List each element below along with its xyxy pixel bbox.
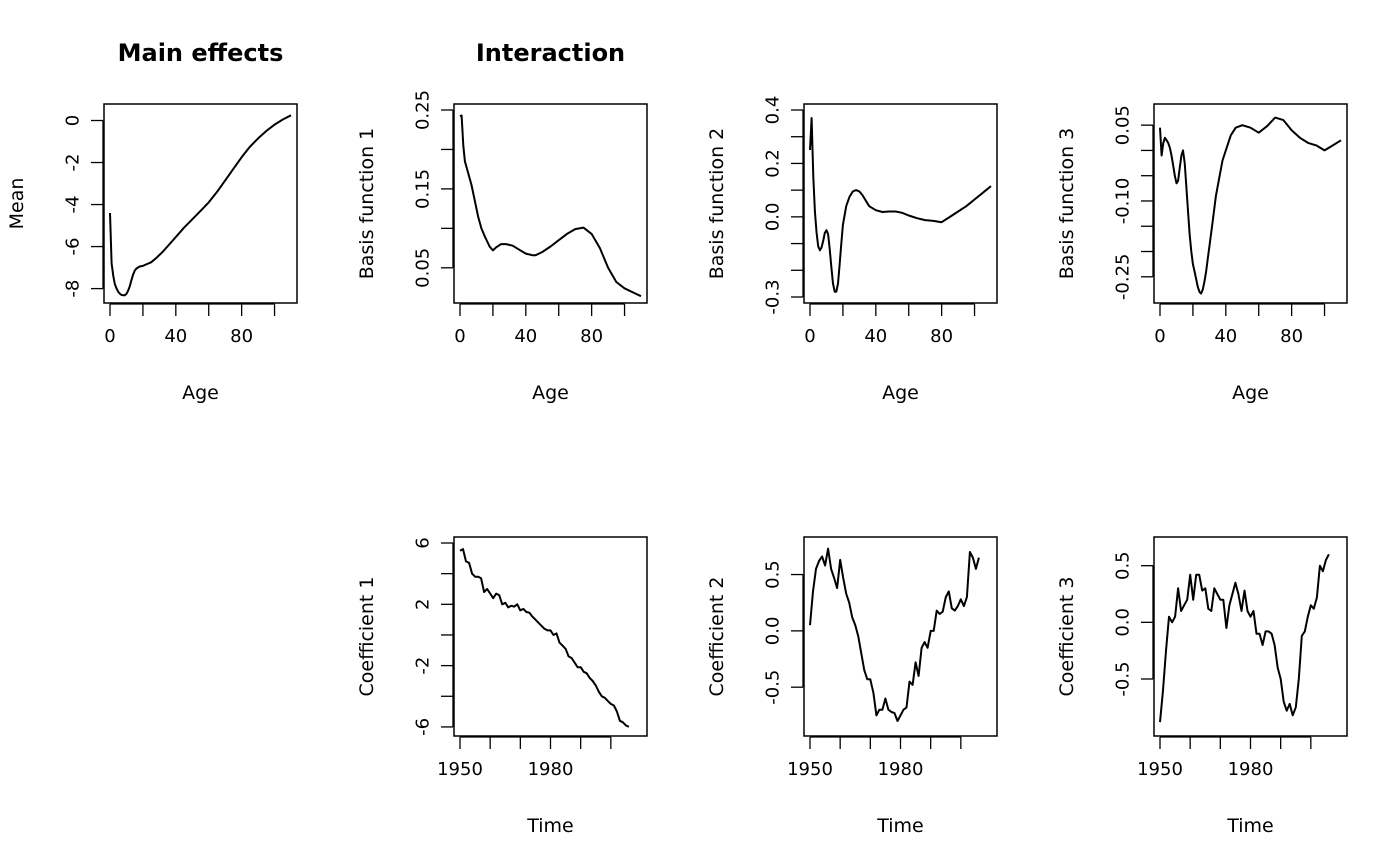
y-tick-label: -0.25 <box>1113 253 1134 300</box>
y-tick-label: -4 <box>63 196 84 214</box>
y-tick-label: 0.25 <box>413 90 434 130</box>
series-line <box>1159 553 1330 723</box>
y-axis: 0.25 0.15 0.05 <box>413 90 454 288</box>
series-line <box>1159 116 1342 295</box>
x-axis-label: Age <box>182 382 219 404</box>
y-axis-label: Mean <box>6 178 28 230</box>
y-tick-label: 0.05 <box>1113 105 1134 145</box>
series-line <box>809 547 980 722</box>
y-tick-label: 2 <box>413 599 434 610</box>
y-axis-label: Coefficient 3 <box>1056 577 1078 697</box>
x-tick-label: 40 <box>514 326 537 347</box>
panel-coef3: 1950 1980 0.5 0.0 -0.5 Time Coefficient 3 <box>1056 536 1348 837</box>
plot-frame <box>453 103 648 304</box>
y-tick-label: 0.0 <box>763 203 784 232</box>
x-axis: 1950 1980 <box>1137 736 1312 780</box>
y-axis: 0 -2 -4 -6 -8 <box>63 115 104 298</box>
x-tick-label: 80 <box>1280 326 1303 347</box>
panel-basis3: 0 40 80 0.05 -0.10 -0.25 Age Basis function 3 <box>1056 103 1348 404</box>
y-axis: 0.5 0.0 -0.5 <box>763 560 804 705</box>
x-axis-label: Age <box>1232 382 1269 404</box>
x-tick-label: 1950 <box>787 759 833 780</box>
y-tick-label: -2 <box>413 657 434 675</box>
y-tick-label: 6 <box>413 537 434 548</box>
series-line <box>809 117 992 293</box>
panel-title: Main effects <box>118 39 284 67</box>
x-axis: 1950 1980 <box>787 736 962 780</box>
plot-frame <box>803 536 998 737</box>
y-tick-label: -0.5 <box>1113 661 1134 696</box>
plot-frame <box>1153 103 1348 304</box>
y-axis-label: Coefficient 1 <box>356 577 378 697</box>
x-axis: 1950 1980 <box>437 736 612 780</box>
y-axis: 6 2 -2 -6 <box>413 537 454 736</box>
x-tick-label: 0 <box>804 326 815 347</box>
panel-title: Interaction <box>476 39 625 67</box>
panel-basis2: 0 40 80 0.4 0.2 0.0 -0.3 Age Basis function 2 <box>706 96 998 404</box>
x-axis-label: Time <box>876 815 924 837</box>
y-tick-label: 0.4 <box>763 96 784 125</box>
x-tick-label: 80 <box>930 326 953 347</box>
x-tick-label: 40 <box>1214 326 1237 347</box>
x-tick-label: 40 <box>864 326 887 347</box>
y-tick-label: 0.05 <box>413 248 434 288</box>
plot-frame <box>803 103 998 304</box>
y-tick-label: -8 <box>63 280 84 298</box>
x-axis: 0 40 80 <box>104 303 276 347</box>
x-axis-label: Time <box>526 815 574 837</box>
x-tick-label: 1950 <box>1137 759 1183 780</box>
y-tick-label: 0.5 <box>1113 551 1134 580</box>
x-axis: 0 40 80 <box>1154 303 1326 347</box>
panel-coef2: 1950 1980 0.5 0.0 -0.5 Time Coefficient 2 <box>706 536 998 837</box>
x-tick-label: 1980 <box>528 759 574 780</box>
y-axis-label: Basis function 1 <box>356 128 378 280</box>
y-tick-label: 0.15 <box>413 169 434 209</box>
x-tick-label: 1980 <box>878 759 924 780</box>
x-axis-label: Age <box>882 382 919 404</box>
series-line <box>459 548 630 728</box>
x-tick-label: 0 <box>1154 326 1165 347</box>
y-tick-label: 0.0 <box>1113 608 1134 637</box>
series-line <box>109 114 292 297</box>
x-tick-label: 0 <box>104 326 115 347</box>
y-tick-label: -0.3 <box>763 279 784 314</box>
y-axis: 0.5 0.0 -0.5 <box>1113 551 1154 697</box>
y-tick-label: -0.10 <box>1113 178 1134 225</box>
panel-basis1: Interaction 0 40 80 0.25 0.15 0.05 Age Basis fun… <box>356 39 648 404</box>
x-axis-label: Time <box>1226 815 1274 837</box>
x-tick-label: 1980 <box>1228 759 1274 780</box>
x-tick-label: 80 <box>230 326 253 347</box>
x-axis: 0 40 80 <box>454 303 626 347</box>
y-tick-label: 0 <box>63 115 84 126</box>
panel-main_effects: Main effects 0 40 80 0 -2 -4 -6 -8 Age Mean <box>6 39 298 404</box>
x-axis-label: Age <box>532 382 569 404</box>
plot-frame <box>103 103 298 304</box>
x-tick-label: 40 <box>164 326 187 347</box>
y-tick-label: -2 <box>63 154 84 172</box>
y-axis-label: Coefficient 2 <box>706 577 728 697</box>
y-axis: 0.05 -0.10 -0.25 <box>1113 105 1154 300</box>
plot-frame <box>453 536 648 737</box>
y-axis-label: Basis function 3 <box>1056 128 1078 280</box>
y-tick-label: -6 <box>413 718 434 736</box>
y-axis: 0.4 0.2 0.0 -0.3 <box>763 96 804 315</box>
y-tick-label: -6 <box>63 238 84 256</box>
x-tick-label: 0 <box>454 326 465 347</box>
y-tick-label: -0.5 <box>763 670 784 705</box>
x-axis: 0 40 80 <box>804 303 976 347</box>
panel-coef1: 1950 1980 6 2 -2 -6 Time Coefficient 1 <box>356 536 648 837</box>
series-line <box>459 114 642 298</box>
y-axis-label: Basis function 2 <box>706 128 728 280</box>
y-tick-label: 0.5 <box>763 560 784 589</box>
plot-frame <box>1153 536 1348 737</box>
y-tick-label: 0.0 <box>763 617 784 646</box>
x-tick-label: 80 <box>580 326 603 347</box>
x-tick-label: 1950 <box>437 759 483 780</box>
y-tick-label: 0.2 <box>763 149 784 178</box>
